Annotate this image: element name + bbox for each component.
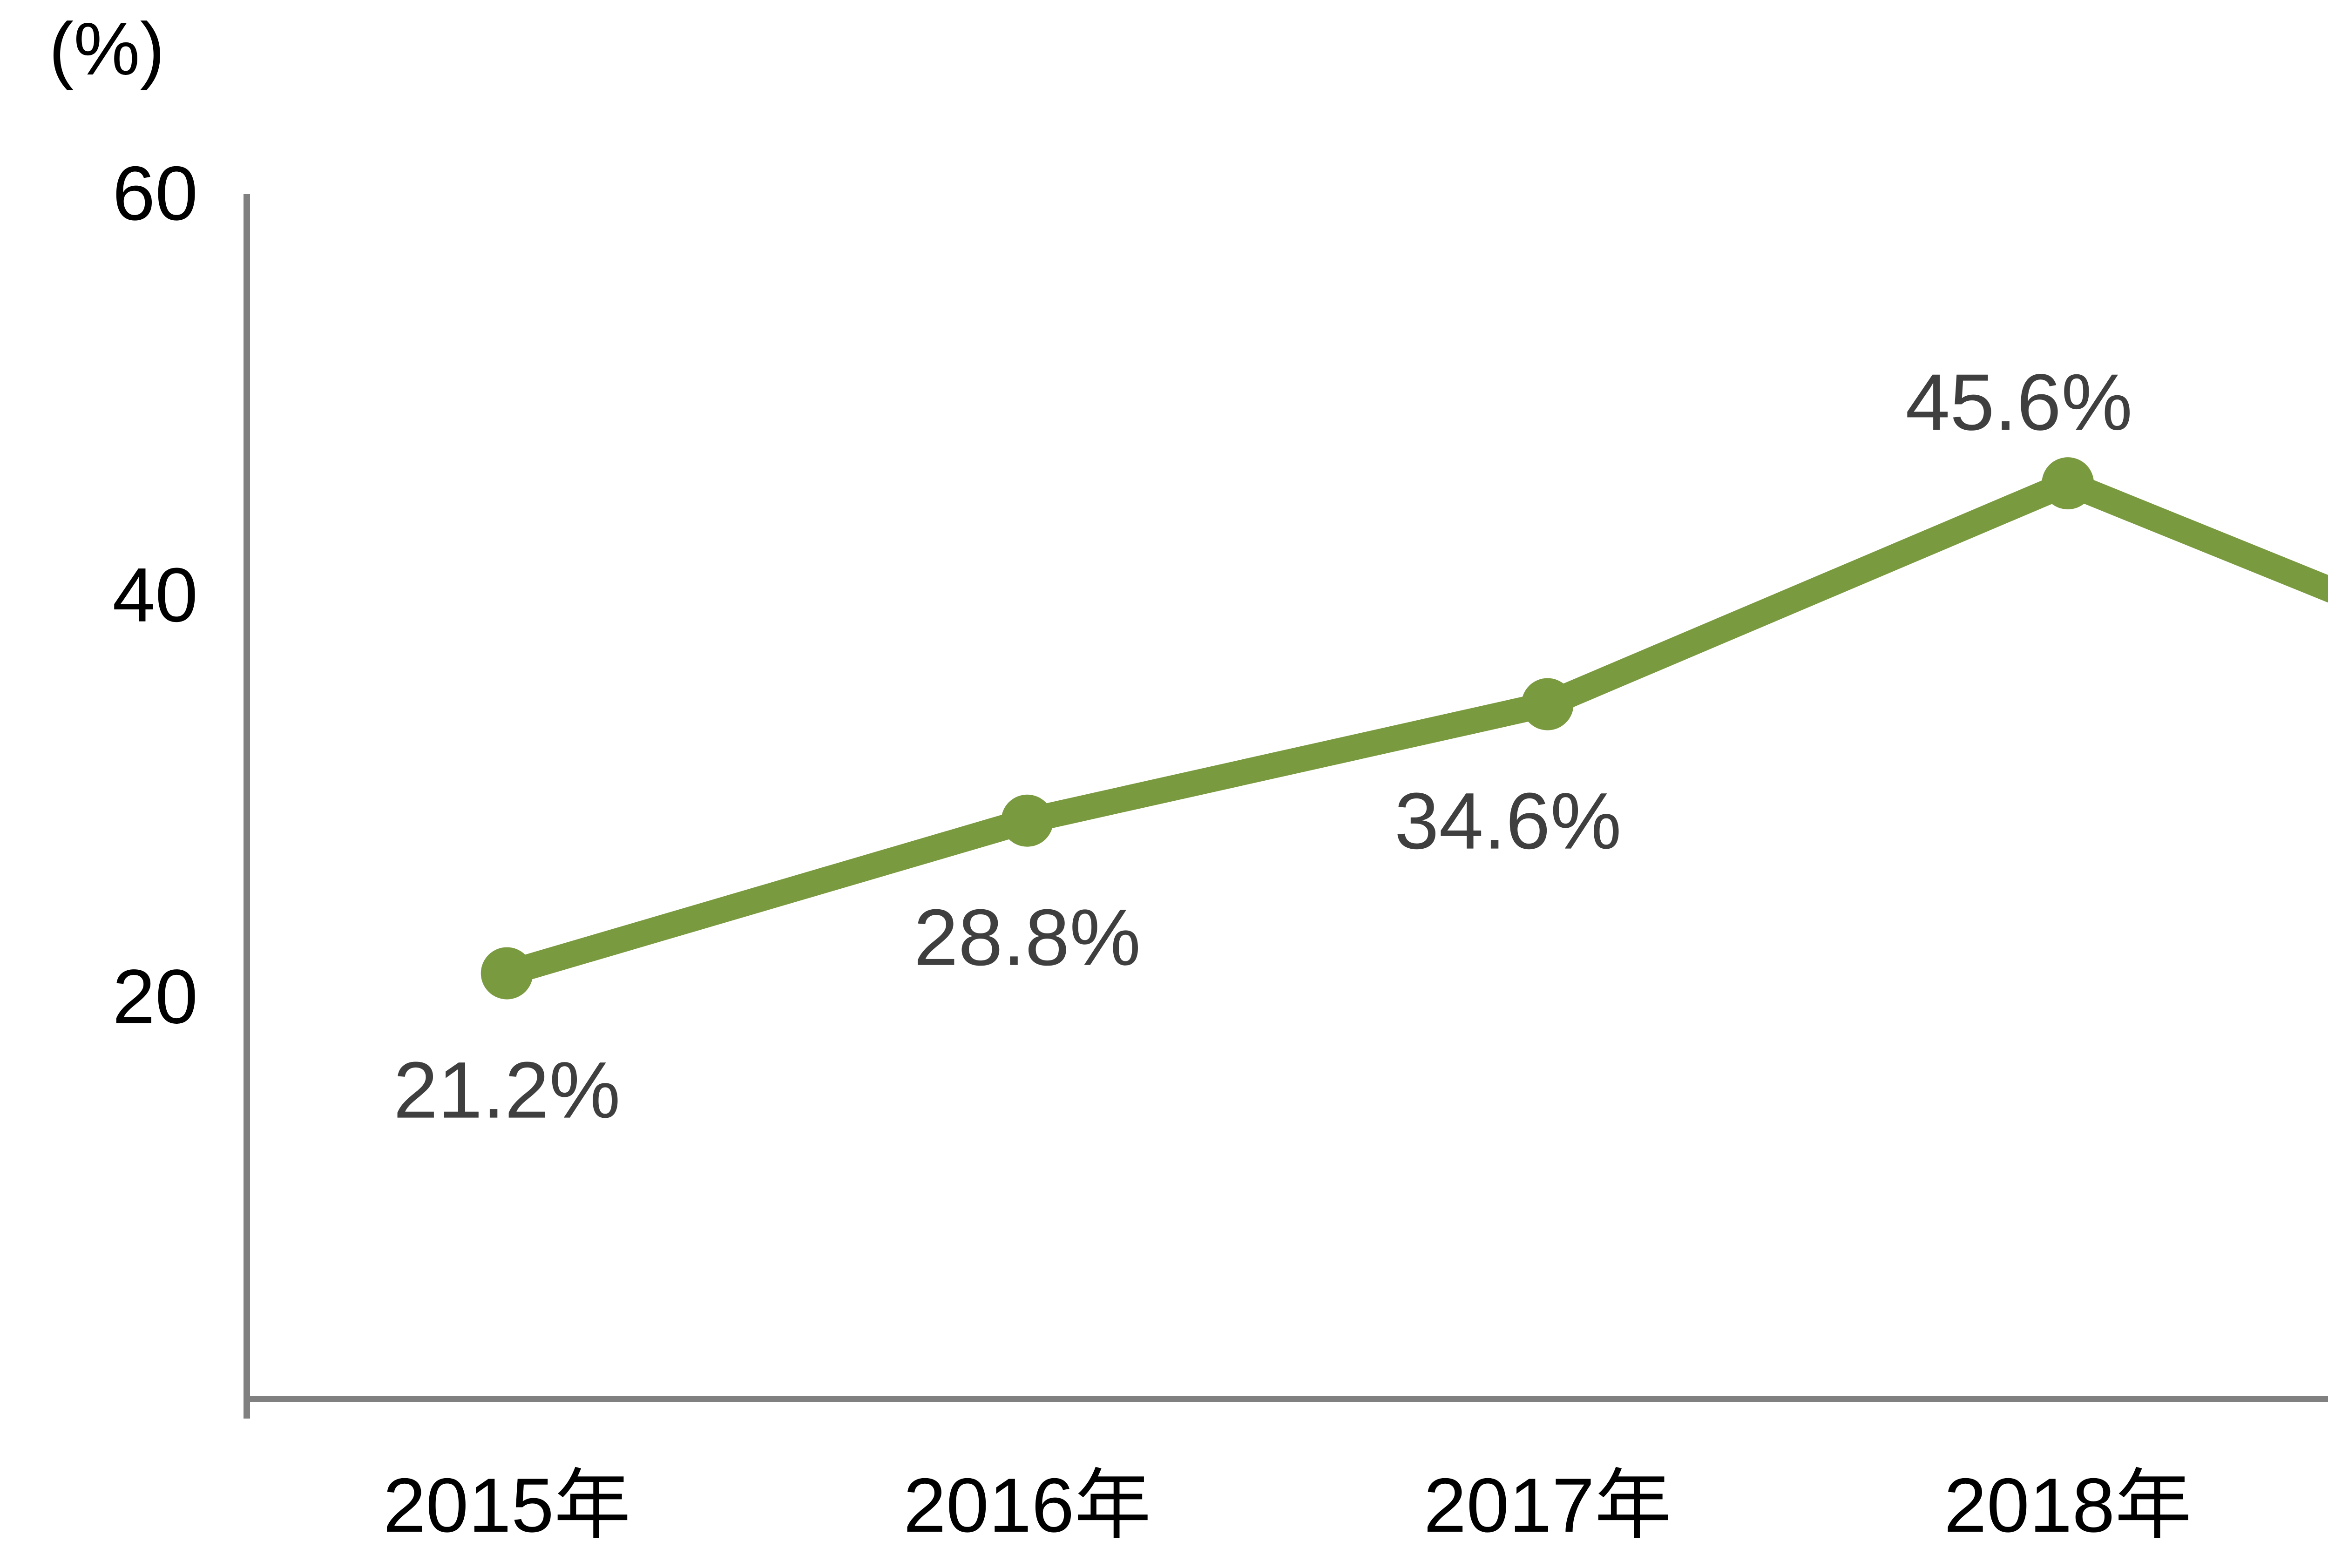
data-value-label: 34.6% — [1394, 777, 1622, 866]
data-point-marker — [480, 947, 533, 1000]
series-group — [480, 457, 2328, 1000]
x-category-label: 2016年 — [903, 1462, 1151, 1548]
y-tick-label: 40 — [112, 552, 198, 638]
x-category-label: 2017年 — [1424, 1462, 1672, 1548]
data-value-label: 21.2% — [393, 1046, 621, 1135]
data-point-marker — [2042, 457, 2094, 510]
x-category-label: 2018年 — [1944, 1462, 2192, 1548]
y-tick-label: 60 — [112, 150, 198, 236]
x-category-label: 2015年 — [383, 1462, 631, 1548]
axes — [244, 194, 2328, 1419]
y-tick-label: 20 — [112, 953, 198, 1039]
data-value-label: 45.6% — [1905, 358, 2132, 447]
data-point-marker — [1001, 794, 1054, 847]
y-axis-unit-label: (%) — [49, 7, 165, 90]
data-value-labels: 21.2%28.8%34.6%45.6%35.1%48.4% — [393, 358, 2132, 1135]
series-line — [494, 470, 2328, 987]
y-axis-tick-labels: 60 40 20 — [112, 150, 198, 1039]
data-point-marker — [1521, 678, 1574, 730]
data-value-label: 28.8% — [914, 893, 1141, 982]
x-axis-category-labels: 2015年2016年2017年2018年2019年2020年 — [383, 1462, 2192, 1548]
